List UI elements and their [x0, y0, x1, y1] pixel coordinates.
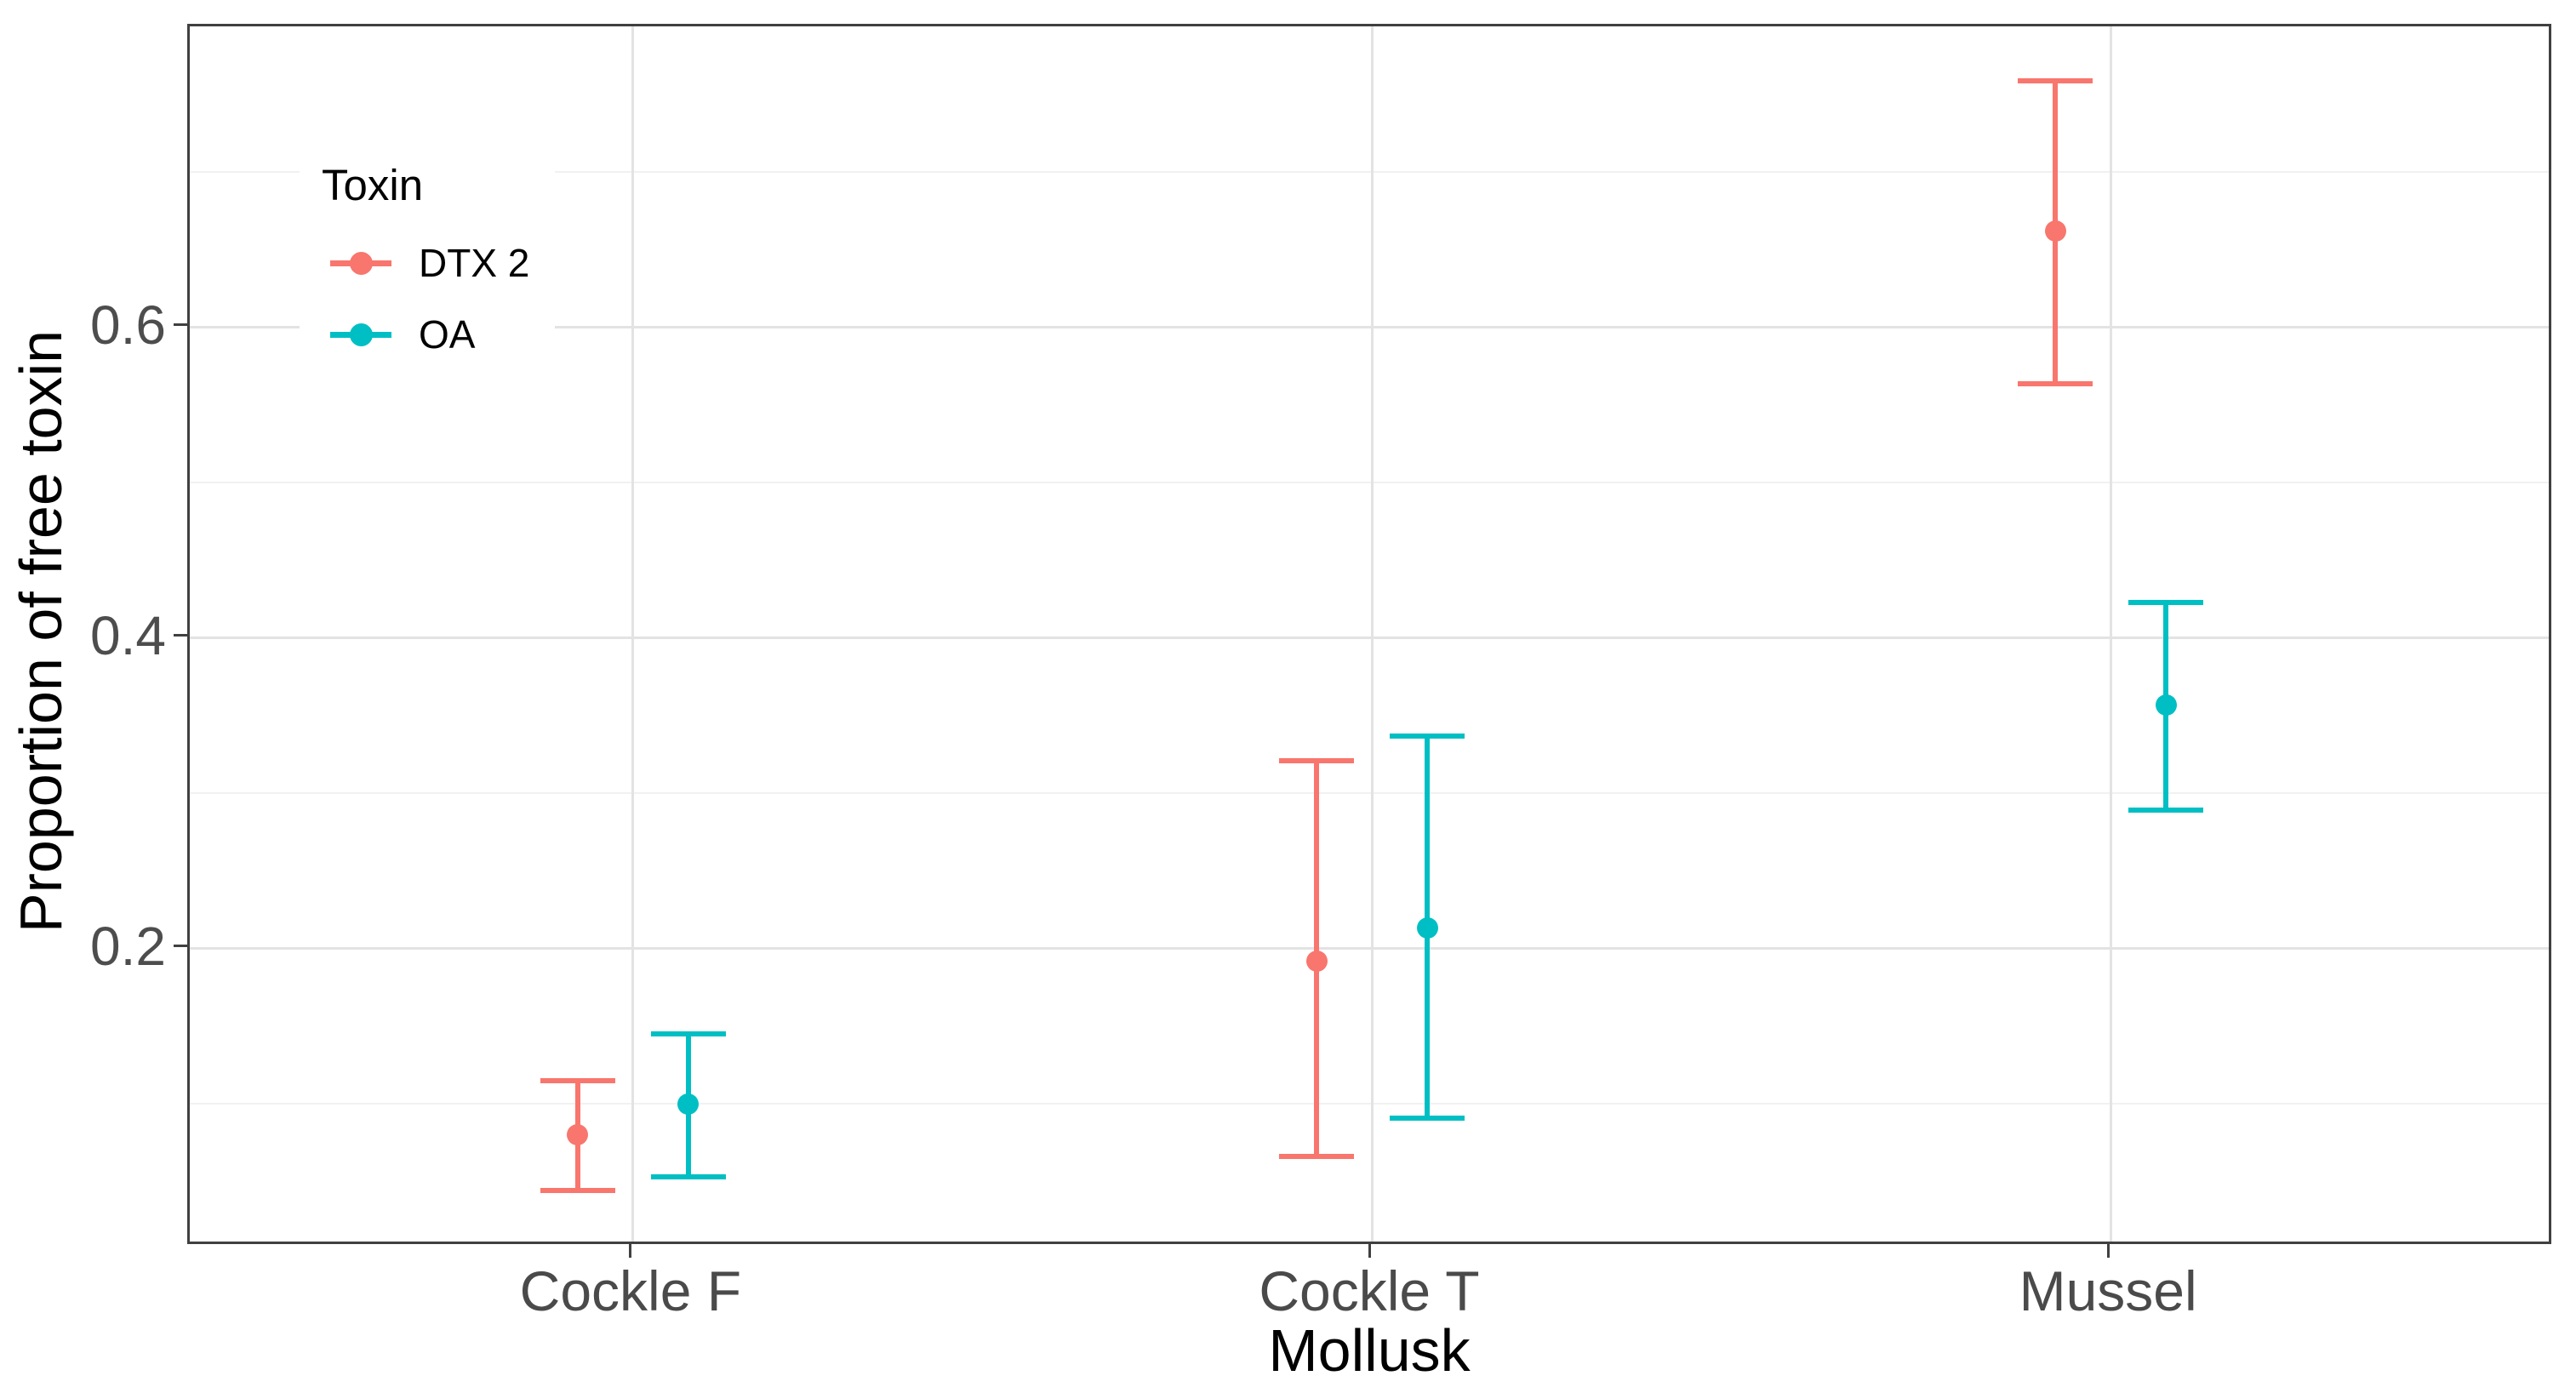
y-axis-tick-0.6 [174, 323, 187, 327]
errorbar-cap-top [2018, 77, 2093, 83]
plot-panel [187, 24, 2551, 1244]
gridline-major-x-mussel [2109, 26, 2112, 1242]
y-axis-tick-0.2 [174, 945, 187, 948]
x-axis-tick-cockle-t [1368, 1244, 1371, 1258]
point-estimate [1416, 917, 1438, 939]
y-axis-title: Proportion of free toxin [8, 329, 74, 933]
point-estimate [567, 1124, 589, 1146]
gridline-major-x-cockle-t [1370, 26, 1374, 1242]
y-tick-label-0.2: 0.2 [90, 915, 166, 977]
gridline-minor-y-0.1 [190, 1103, 2549, 1105]
x-axis-tick-mussel [2106, 1244, 2110, 1258]
gridline-major-y-0.2 [190, 947, 2549, 951]
legend-label-dtx2: DTX 2 [419, 241, 530, 285]
legend-key-pointrange [330, 300, 391, 368]
legend-key-dot [350, 252, 373, 275]
point-estimate [2044, 220, 2066, 243]
gridline-minor-y-0.3 [190, 792, 2549, 795]
gridline-minor-y-0.5 [190, 482, 2549, 484]
errorbar-cap-bottom [2018, 380, 2093, 386]
legend-key-dot [350, 323, 373, 346]
x-tick-label-cockle-t: Cockle T [1259, 1259, 1480, 1322]
errorbar-cap-bottom [1279, 1154, 1354, 1160]
errorbar-cap-bottom [2128, 808, 2204, 814]
gridline-minor-y-0.7 [190, 171, 2549, 174]
legend-label-oa: OA [419, 312, 476, 357]
legend-entry-dtx2: DTX 2 [300, 229, 555, 297]
y-tick-label-0.6: 0.6 [90, 294, 166, 356]
errorbar-cap-bottom [650, 1173, 726, 1179]
point-estimate [677, 1093, 700, 1115]
errorbar-cap-top [1390, 733, 1465, 739]
y-axis-tick-0.4 [174, 634, 187, 637]
errorbar-cap-top [1279, 757, 1354, 763]
x-tick-label-cockle-f: Cockle F [519, 1259, 742, 1322]
errorbar-cap-bottom [540, 1188, 615, 1194]
errorbar-cap-bottom [1390, 1115, 1465, 1121]
errorbar-cap-top [2128, 599, 2204, 605]
gridline-major-y-0.6 [190, 326, 2549, 329]
legend: Toxin DTX 2 OA [300, 128, 555, 383]
point-estimate [2155, 694, 2177, 716]
gridline-major-y-0.4 [190, 637, 2549, 640]
legend-title: Toxin [322, 161, 424, 209]
x-axis-title: Mollusk [1268, 1317, 1471, 1384]
x-axis-tick-cockle-f [629, 1244, 632, 1258]
point-estimate [1305, 950, 1328, 972]
legend-key-pointrange [330, 229, 391, 297]
errorbar-cap-top [650, 1031, 726, 1037]
x-tick-label-mussel: Mussel [2019, 1259, 2197, 1322]
y-tick-label-0.4: 0.4 [90, 604, 166, 666]
gridline-major-x-cockle-f [631, 26, 635, 1242]
errorbar-cap-top [540, 1077, 615, 1083]
legend-entry-oa: OA [300, 300, 555, 368]
